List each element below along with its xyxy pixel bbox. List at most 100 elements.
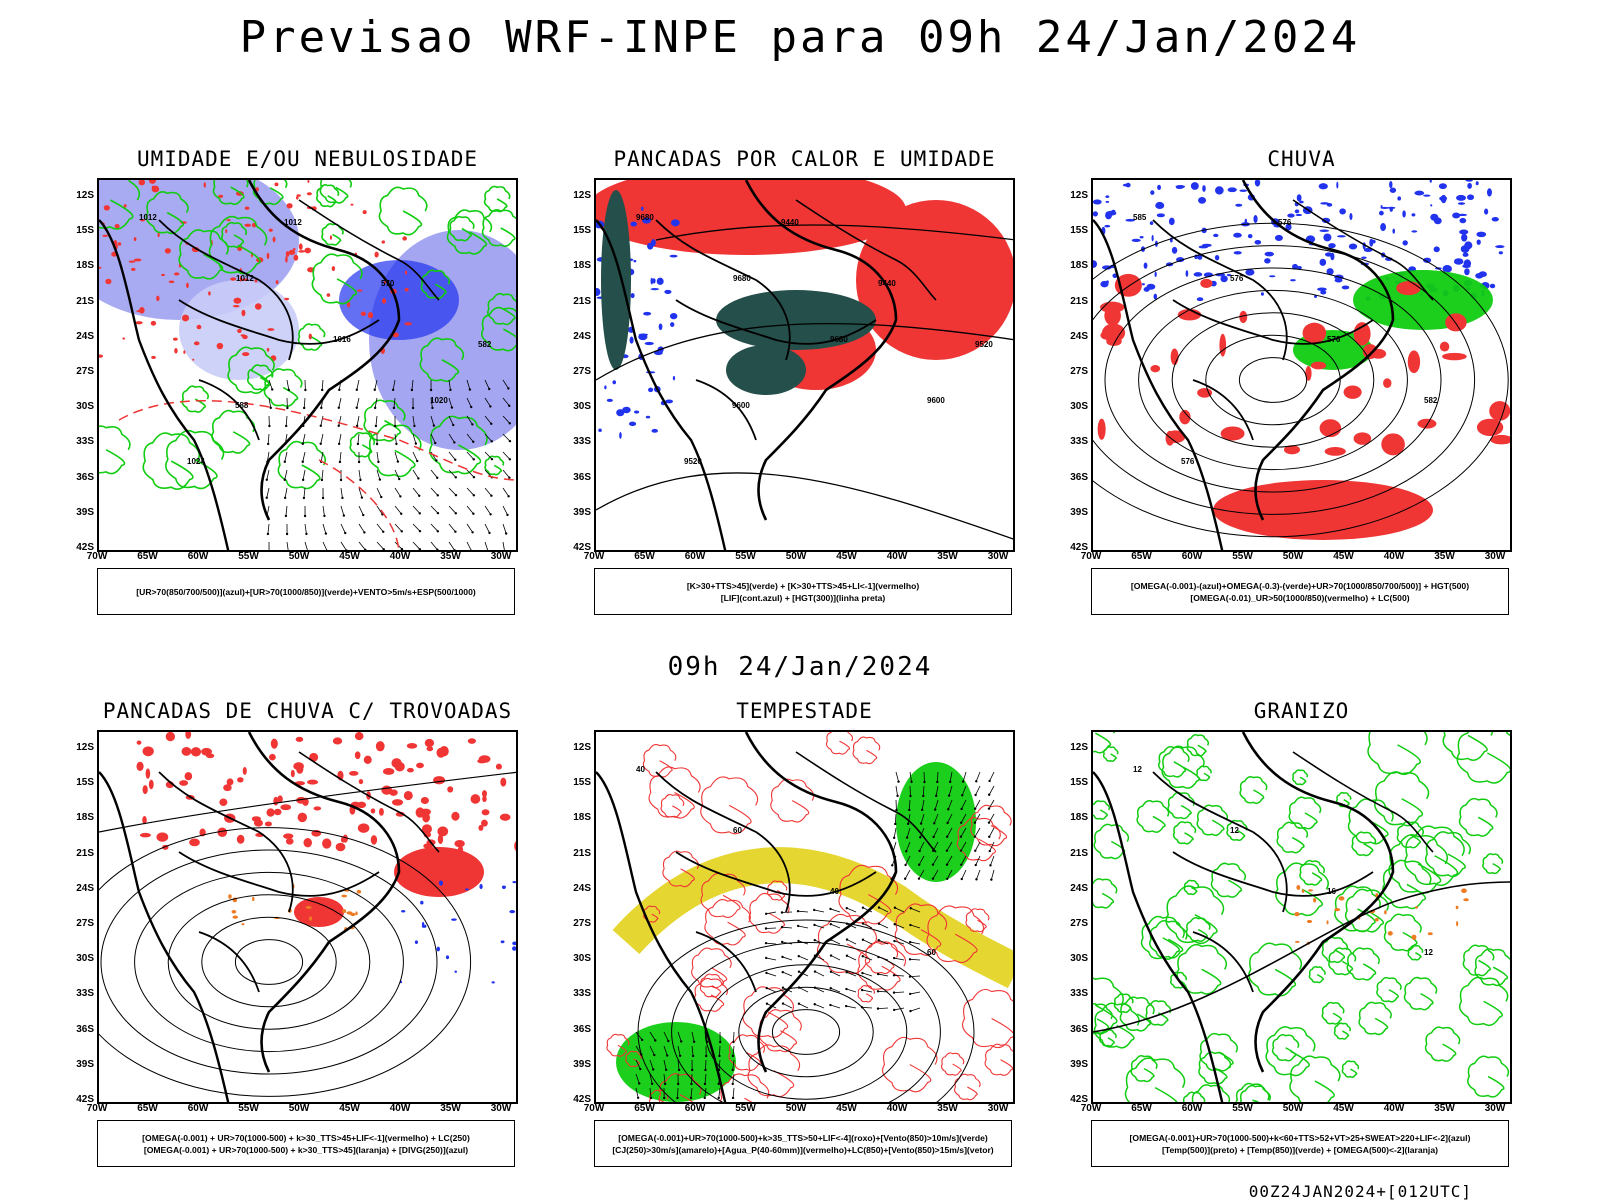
contour-label: 1024 bbox=[187, 457, 205, 466]
contour-label: 1020 bbox=[430, 396, 448, 405]
lat-tick-label: 18S bbox=[68, 812, 94, 823]
lon-tick-label: 70W bbox=[82, 551, 112, 562]
legend-line: [LIF](cont.azul) + [HGT(300)](linha pret… bbox=[721, 592, 885, 604]
lat-tick-label: 12S bbox=[565, 190, 591, 201]
border-line-2 bbox=[1173, 852, 1373, 896]
coastline-west bbox=[1093, 772, 1223, 1104]
lon-tick-label: 45W bbox=[832, 1103, 862, 1114]
lat-tick-label: 27S bbox=[565, 366, 591, 377]
lon-tick-label: 55W bbox=[731, 551, 761, 562]
lat-tick-label: 30S bbox=[68, 401, 94, 412]
legend-tempestade: [OMEGA(-0.001)+UR>70(1000-500)+k>35_TTS>… bbox=[594, 1120, 1012, 1167]
lat-tick-label: 24S bbox=[1062, 883, 1088, 894]
map-graphics-pancadas-trovoadas bbox=[99, 732, 518, 1104]
lat-tick-label: 15S bbox=[565, 777, 591, 788]
legend-line: [OMEGA(-0.001) + UR>70(1000-500) + k>30_… bbox=[142, 1132, 470, 1144]
lon-tick-label: 35W bbox=[933, 1103, 963, 1114]
legend-pancadas-calor: [K>30+TTS>45](verde) + [K>30+TTS>45+LI<-… bbox=[594, 568, 1012, 615]
lat-tick-label: 36S bbox=[68, 472, 94, 483]
legend-granizo: [OMEGA(-0.001)+UR>70(1000-500)+k<60+TTS>… bbox=[1091, 1120, 1509, 1167]
map-pancadas-trovoadas bbox=[97, 730, 518, 1104]
lon-tick-label: 55W bbox=[1228, 1103, 1258, 1114]
lon-tick-label: 45W bbox=[1329, 1103, 1359, 1114]
lat-tick-label: 24S bbox=[68, 331, 94, 342]
contour-label: 40 bbox=[636, 765, 645, 774]
legend-line: [OMEGA(-0.001)+UR>70(1000-500)+k<60+TTS>… bbox=[1130, 1132, 1471, 1144]
lon-tick-label: 30W bbox=[486, 1103, 516, 1114]
contour-label: 9520 bbox=[975, 340, 993, 349]
legend-line: [K>30+TTS>45](verde) + [K>30+TTS>45+LI<-… bbox=[687, 580, 919, 592]
lon-tick-label: 35W bbox=[436, 1103, 466, 1114]
lon-tick-label: 40W bbox=[385, 1103, 415, 1114]
lat-tick-label: 33S bbox=[565, 436, 591, 447]
contour-label: 1012 bbox=[139, 213, 157, 222]
lat-tick-label: 21S bbox=[565, 848, 591, 859]
lat-tick-label: 15S bbox=[68, 777, 94, 788]
teal-instability-area bbox=[716, 290, 876, 350]
border-line-1 bbox=[1153, 772, 1287, 912]
lat-tick-label: 30S bbox=[1062, 401, 1088, 412]
lon-tick-label: 70W bbox=[1076, 551, 1106, 562]
legend-line: [OMEGA(-0.001)+UR>70(1000-500)+k>35_TTS>… bbox=[618, 1132, 987, 1144]
lon-tick-label: 40W bbox=[882, 551, 912, 562]
lon-tick-label: 55W bbox=[731, 1103, 761, 1114]
lat-tick-label: 36S bbox=[68, 1024, 94, 1035]
lat-tick-label: 30S bbox=[565, 953, 591, 964]
lon-tick-label: 35W bbox=[933, 551, 963, 562]
main-title: Previsao WRF-INPE para 09h 24/Jan/2024 bbox=[0, 12, 1600, 63]
lon-tick-label: 60W bbox=[183, 1103, 213, 1114]
lon-tick-label: 35W bbox=[1430, 551, 1460, 562]
lon-tick-label: 60W bbox=[1177, 1103, 1207, 1114]
lon-tick-label: 60W bbox=[1177, 551, 1207, 562]
contour-label: 9440 bbox=[781, 218, 799, 227]
lat-tick-label: 18S bbox=[565, 260, 591, 271]
lat-tick-label: 21S bbox=[68, 296, 94, 307]
lat-tick-label: 33S bbox=[68, 436, 94, 447]
lon-tick-label: 60W bbox=[680, 551, 710, 562]
lat-tick-label: 21S bbox=[68, 848, 94, 859]
lon-tick-label: 40W bbox=[385, 551, 415, 562]
contour-label: 576 bbox=[1181, 457, 1195, 466]
lon-tick-label: 65W bbox=[133, 551, 163, 562]
contour-label: 9520 bbox=[684, 457, 702, 466]
lat-tick-label: 27S bbox=[565, 918, 591, 929]
lat-tick-label: 24S bbox=[565, 331, 591, 342]
humidity-core bbox=[339, 260, 459, 340]
lon-tick-label: 65W bbox=[630, 551, 660, 562]
lon-tick-label: 45W bbox=[335, 1103, 365, 1114]
contour-label: 9600 bbox=[927, 396, 945, 405]
lat-tick-label: 27S bbox=[1062, 918, 1088, 929]
lon-tick-label: 35W bbox=[436, 551, 466, 562]
lat-tick-label: 39S bbox=[68, 1059, 94, 1070]
contour-label: 582 bbox=[478, 340, 492, 349]
contour-label: 16 bbox=[1327, 887, 1336, 896]
contour-label: 1012 bbox=[236, 274, 254, 283]
lon-tick-label: 55W bbox=[234, 1103, 264, 1114]
contour-label: 1012 bbox=[284, 218, 302, 227]
legend-line: [Temp(500)](preto) + [Temp(850)](verde) … bbox=[1162, 1144, 1438, 1156]
lat-tick-label: 39S bbox=[565, 1059, 591, 1070]
legend-line: [OMEGA(-0.001) + UR>70(1000-500) + k>30_… bbox=[144, 1144, 468, 1156]
mid-title: 09h 24/Jan/2024 bbox=[0, 652, 1600, 682]
panel-title-umidade: UMIDADE E/OU NEBULOSIDADE bbox=[97, 147, 518, 171]
contour-label: 576 bbox=[1230, 274, 1244, 283]
contour-label: 9680 bbox=[733, 274, 751, 283]
lon-tick-label: 70W bbox=[1076, 1103, 1106, 1114]
lon-tick-label: 50W bbox=[1278, 1103, 1308, 1114]
lat-tick-label: 12S bbox=[1062, 742, 1088, 753]
lon-tick-label: 40W bbox=[882, 1103, 912, 1114]
panel-title-granizo: GRANIZO bbox=[1091, 699, 1512, 723]
contour-label: 576 bbox=[1327, 335, 1341, 344]
lat-tick-label: 39S bbox=[1062, 507, 1088, 518]
wind850-green-southwest bbox=[616, 1022, 736, 1102]
lat-tick-label: 39S bbox=[1062, 1059, 1088, 1070]
legend-line: [UR>70(850/700/500)](azul)+[UR>70(1000/8… bbox=[136, 586, 475, 598]
contour-label: 12 bbox=[1230, 826, 1239, 835]
contour-label: 1016 bbox=[333, 335, 351, 344]
legend-line: [OMEGA(-0.001)-(azul)+OMEGA(-0.3)-(verde… bbox=[1131, 580, 1469, 592]
lat-tick-label: 21S bbox=[1062, 848, 1088, 859]
lat-tick-label: 12S bbox=[565, 742, 591, 753]
